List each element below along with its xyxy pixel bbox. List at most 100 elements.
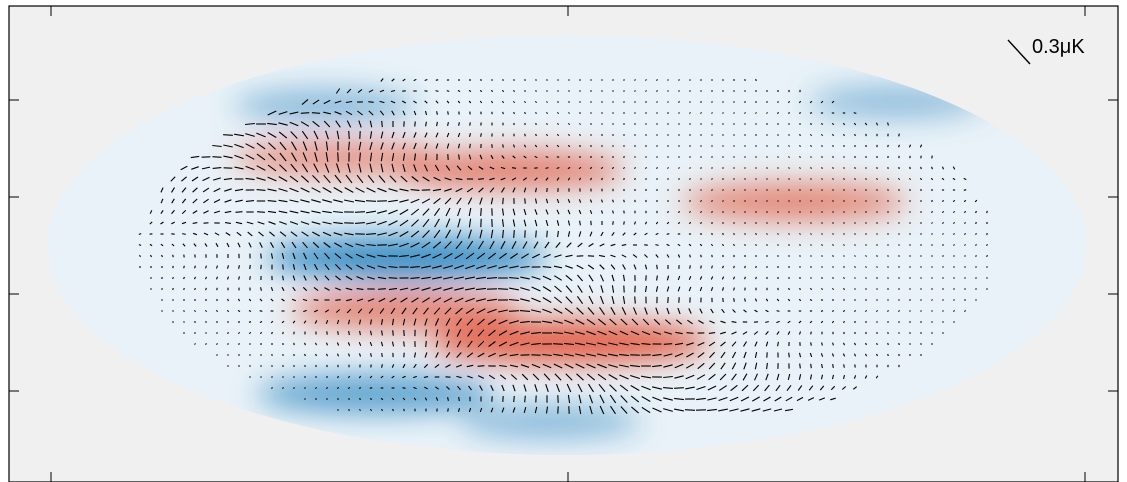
polarization-vector [975, 255, 977, 257]
polarization-vector [465, 252, 475, 260]
polarization-vector [852, 386, 858, 390]
polarization-vector [920, 211, 922, 213]
polarization-vector [677, 221, 681, 225]
polarization-vector [300, 221, 310, 225]
polarization-vector [696, 385, 706, 391]
polarization-vector [578, 166, 582, 170]
polarization-vector [325, 152, 329, 162]
polarization-vector [597, 373, 607, 381]
polarization-vector [622, 274, 626, 282]
polarization-vector [542, 320, 552, 324]
polarization-vector [854, 266, 856, 268]
polarization-vector [487, 319, 497, 325]
polarization-vector [389, 175, 397, 183]
polarization-vector [434, 318, 440, 326]
polarization-vector [245, 165, 255, 171]
polarization-vector [421, 276, 431, 280]
polarization-vector [291, 141, 297, 151]
polarization-vector [876, 266, 878, 268]
polarization-vector [324, 252, 330, 260]
polarization-vector [490, 100, 494, 104]
polarization-vector [204, 276, 208, 280]
polarization-vector [689, 156, 691, 158]
polarization-vector [588, 285, 594, 293]
polarization-vector [245, 143, 255, 149]
polarization-vector [399, 287, 409, 291]
polarization-vector [578, 209, 582, 215]
polarization-vector [457, 143, 461, 149]
polarization-vector [312, 120, 320, 128]
polarization-vector [930, 200, 934, 202]
polarization-vector [788, 100, 790, 104]
polarization-vector [832, 156, 834, 158]
polarization-vector [744, 265, 746, 269]
polarization-vector [377, 232, 387, 236]
polarization-vector [391, 318, 395, 326]
polarization-vector [832, 178, 834, 180]
polarization-vector [421, 265, 431, 269]
polarization-vector [160, 221, 164, 225]
polarization-vector [853, 353, 857, 357]
polarization-vector [532, 253, 540, 259]
polarization-vector [531, 297, 541, 303]
polarization-vector [722, 101, 724, 103]
polarization-vector [898, 310, 900, 312]
polarization-vector [212, 167, 222, 169]
polarization-vector [256, 189, 266, 191]
polarization-vector [699, 276, 703, 280]
polarization-vector [446, 132, 450, 138]
polarization-vector [324, 287, 330, 291]
polarization-vector [600, 231, 604, 237]
polarization-vector [776, 298, 780, 302]
polarization-vector [920, 233, 922, 235]
polarization-vector [700, 123, 702, 125]
polarization-vector [964, 299, 966, 301]
polarization-vector [468, 100, 472, 104]
polarization-vector [887, 189, 889, 191]
polarization-vector [740, 396, 750, 402]
polarization-vector [480, 133, 482, 137]
polarization-vector [160, 243, 164, 247]
polarization-vector [323, 242, 331, 248]
polarization-vector [887, 255, 889, 257]
polarization-vector [300, 187, 310, 193]
polarization-vector [689, 101, 691, 103]
polarization-vector [708, 362, 716, 370]
polarization-vector [630, 364, 640, 368]
hot-spot-3 [233, 140, 437, 176]
polarization-vector [345, 287, 353, 291]
polarization-vector [575, 342, 585, 346]
polarization-vector [698, 320, 704, 324]
polarization-vector [575, 319, 585, 325]
polarization-vector [719, 373, 727, 381]
polarization-vector [479, 90, 483, 92]
polarization-vector [322, 231, 332, 237]
polarization-vector [334, 242, 342, 248]
polarization-vector [443, 276, 453, 280]
polarization-vector [289, 111, 299, 115]
polarization-vector [413, 100, 417, 104]
polarization-vector [534, 219, 538, 227]
polarization-vector [346, 88, 352, 94]
polarization-vector [744, 233, 746, 235]
polarization-vector [399, 231, 409, 237]
polarization-vector [865, 244, 867, 246]
polarization-vector [942, 244, 944, 246]
polarization-vector [183, 276, 185, 280]
polarization-vector [293, 353, 295, 357]
polarization-vector [456, 229, 462, 239]
polarization-vector [410, 189, 420, 191]
polarization-vector [599, 243, 605, 247]
polarization-vector [303, 263, 307, 271]
polarization-vector [248, 331, 252, 335]
polarization-vector [424, 110, 428, 116]
polarization-vector [600, 210, 604, 214]
polarization-vector [733, 265, 735, 269]
polarization-vector [563, 331, 575, 335]
polarization-vector [512, 187, 516, 193]
polarization-vector [608, 330, 618, 336]
polarization-vector [236, 231, 242, 237]
polarization-vector [465, 307, 475, 315]
polarization-vector [414, 121, 416, 127]
polarization-vector [366, 187, 376, 193]
